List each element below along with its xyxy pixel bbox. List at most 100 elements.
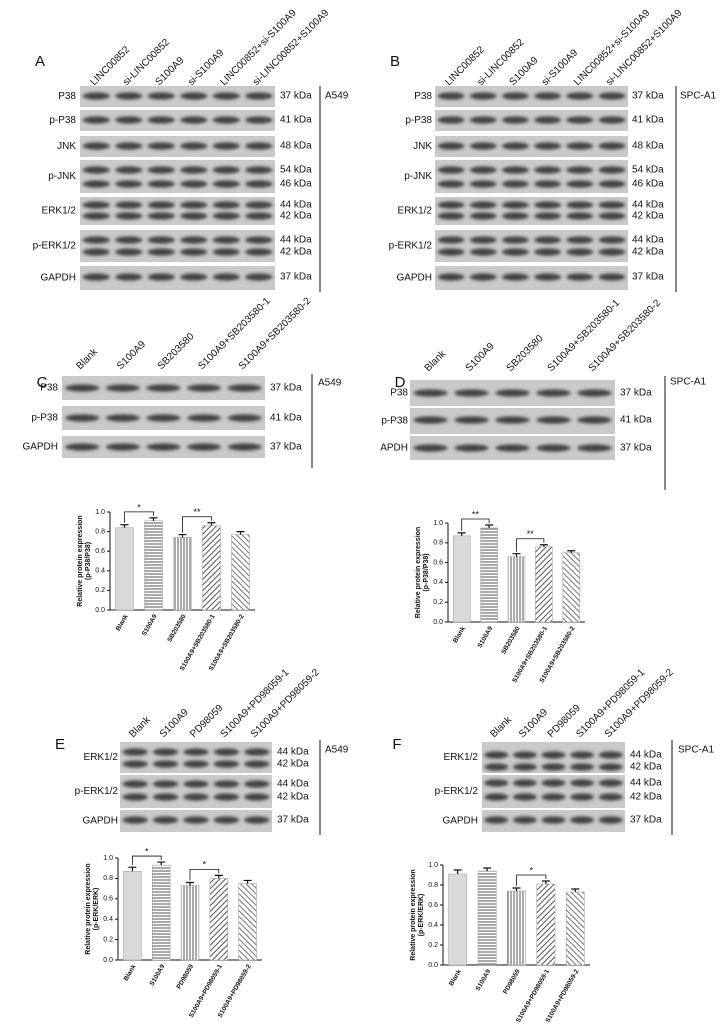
kda-label: 37 kDa — [632, 91, 664, 102]
band — [183, 780, 209, 788]
row-label: p-ERK1/2 — [33, 241, 77, 252]
band — [598, 212, 626, 220]
bar — [536, 883, 556, 966]
band — [180, 201, 208, 209]
band — [536, 444, 571, 452]
band — [454, 444, 489, 452]
band — [180, 92, 208, 100]
blot-strip — [120, 742, 272, 773]
band — [512, 816, 537, 824]
band — [105, 443, 140, 451]
band — [227, 443, 262, 451]
bar — [448, 873, 468, 966]
band — [213, 748, 240, 756]
band — [598, 763, 623, 771]
kda-label: 37 kDa — [270, 383, 302, 394]
kda-label: 37 kDa — [280, 272, 312, 283]
band — [115, 273, 143, 281]
band — [598, 779, 623, 787]
bar — [231, 534, 250, 611]
cell-line: SPC-A1 — [670, 377, 707, 388]
y-tick-label: 0.4 — [103, 916, 113, 923]
band — [534, 142, 562, 150]
kda-label: 54 kDa — [632, 165, 664, 176]
y-tick-label: 1.0 — [95, 509, 105, 516]
bar — [202, 525, 221, 611]
blot-strip — [80, 110, 275, 131]
band — [115, 180, 143, 188]
band — [245, 236, 273, 244]
kda-label: 48 kDa — [632, 141, 664, 152]
band — [413, 444, 448, 452]
kda-label: 42 kDa — [632, 247, 664, 258]
error-bar — [149, 517, 158, 521]
significance-label: * — [145, 846, 149, 856]
band — [122, 816, 148, 824]
band — [536, 389, 571, 397]
band — [146, 414, 181, 422]
x-tick-label: Blank — [448, 968, 463, 987]
blot-strip — [435, 197, 628, 225]
bar — [507, 890, 526, 966]
band — [570, 816, 595, 824]
row-label: ERK1/2 — [444, 752, 479, 763]
kda-label: 44 kDa — [632, 235, 664, 246]
kda-label: 41 kDa — [280, 115, 312, 126]
kda-label: 37 kDa — [620, 388, 652, 399]
band — [454, 389, 489, 397]
band — [152, 816, 179, 824]
band — [501, 273, 529, 281]
row-label: p-P38 — [49, 115, 76, 126]
band — [541, 793, 566, 801]
bar — [452, 535, 471, 623]
band — [512, 793, 537, 801]
x-tick-label: S100A9+PD98059-1 — [515, 968, 551, 1024]
band — [147, 142, 175, 150]
y-tick-label: 0.6 — [433, 559, 443, 566]
y-axis-title: (p-ERK/ERK) — [418, 894, 425, 937]
band — [212, 116, 240, 124]
y-axis-title: Relative protein expression — [410, 869, 417, 960]
y-axis-title: (p-P38/P38) — [423, 553, 430, 591]
kda-label: 37 kDa — [630, 815, 662, 826]
bar — [180, 885, 200, 961]
y-tick-label: 0.2 — [433, 599, 443, 606]
error-bar — [567, 550, 576, 553]
error-bar — [236, 531, 245, 535]
kda-label: 44 kDa — [280, 200, 312, 211]
band — [484, 816, 509, 824]
row-label: ERK1/2 — [84, 752, 119, 763]
band — [512, 751, 537, 759]
row-label: GAPDH — [22, 442, 58, 453]
bar — [238, 883, 257, 961]
kda-label: 44 kDa — [280, 235, 312, 246]
band — [541, 779, 566, 787]
band — [180, 212, 208, 220]
error-bar — [453, 869, 462, 874]
band — [437, 166, 465, 174]
kda-label: 37 kDa — [620, 443, 652, 454]
band — [495, 444, 530, 452]
y-tick-label: 0.6 — [103, 896, 113, 903]
kda-label: 41 kDa — [620, 415, 652, 426]
row-label: GAPDH — [396, 273, 432, 284]
row-label: p-ERK1/2 — [389, 241, 433, 252]
kda-label: 44 kDa — [277, 779, 309, 790]
y-tick-label: 0.2 — [428, 942, 438, 949]
significance-bracket — [516, 874, 547, 886]
row-label: GAPDH — [82, 816, 118, 827]
kda-label: 42 kDa — [630, 762, 662, 773]
kda-label: 46 kDa — [280, 179, 312, 190]
blot-strip — [80, 160, 275, 193]
band — [534, 116, 562, 124]
band — [437, 142, 465, 150]
band — [534, 236, 562, 244]
band — [147, 273, 175, 281]
x-tick-label: PD98059 — [176, 963, 196, 990]
kda-label: 48 kDa — [280, 141, 312, 152]
row-label: GAPDH — [40, 273, 76, 284]
band — [152, 760, 179, 768]
y-tick-label: 0.8 — [433, 540, 443, 547]
band — [122, 760, 148, 768]
band — [180, 142, 208, 150]
